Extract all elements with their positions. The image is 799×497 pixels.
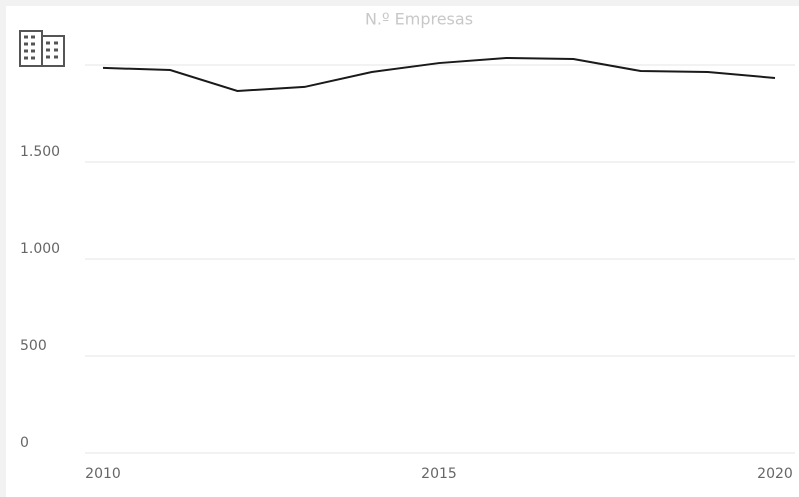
chart-title: N.º Empresas [365,10,473,29]
line [102,57,776,93]
y-tick-label: 500 [20,338,47,354]
y-tick-label: 1.500 [20,144,60,160]
y-tick-label: 1.000 [20,241,60,257]
y-tick-label: 0 [20,435,29,451]
x-tick-label: 2020 [757,466,793,482]
panel [6,6,799,497]
x-tick-label: 2010 [85,466,121,482]
building-icon [19,30,65,67]
x-tick-label: 2015 [421,466,457,482]
